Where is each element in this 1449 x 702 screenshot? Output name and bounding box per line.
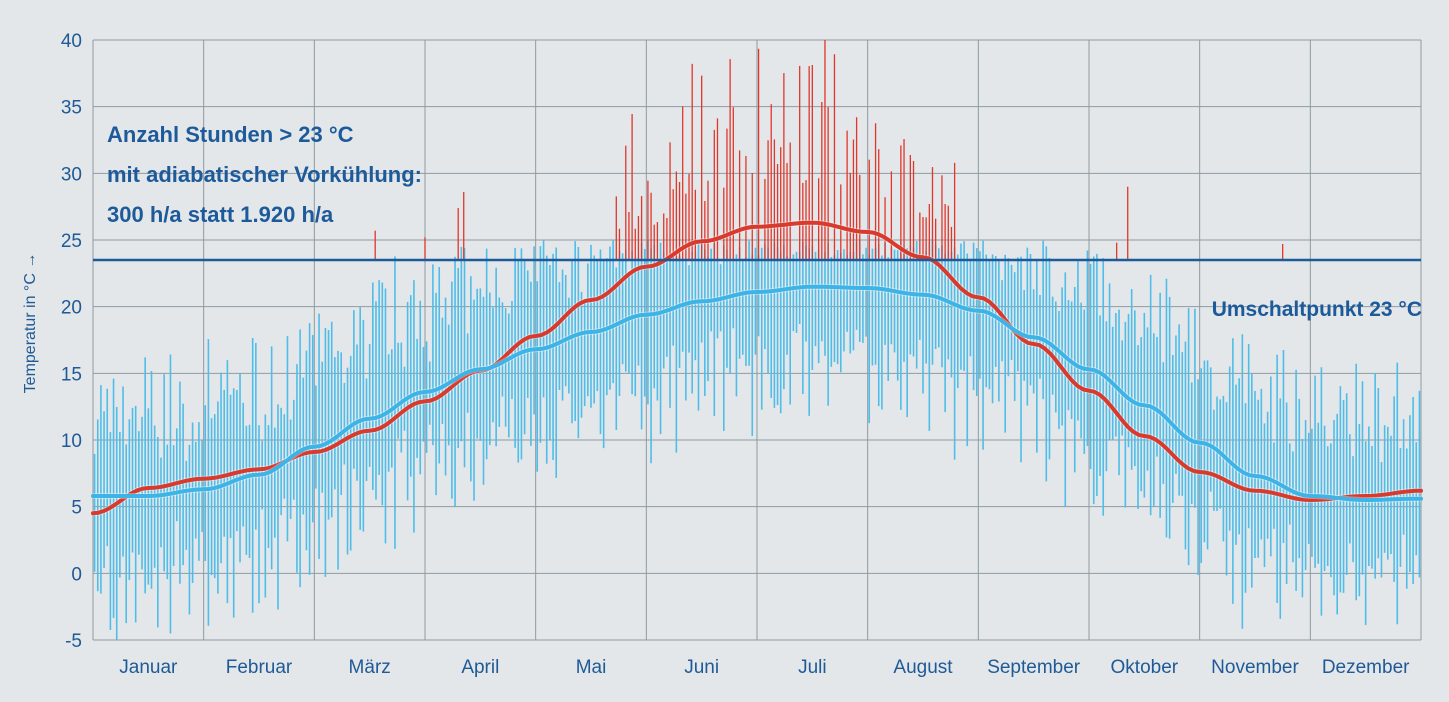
y-tick-label: 10 — [61, 431, 82, 452]
trend-lines — [91, 219, 1423, 517]
month-label: Oktober — [1111, 657, 1179, 678]
y-axis-label: Temperatur in °C → — [22, 253, 39, 394]
summary-line-1: Anzahl Stunden > 23 °C — [107, 122, 354, 147]
y-tick-label: 30 — [61, 164, 82, 185]
y-tick-label: -5 — [65, 631, 82, 652]
month-label: März — [349, 657, 391, 678]
month-label: Juni — [684, 657, 719, 678]
summary-line-3: 300 h/a statt 1.920 h/a — [107, 202, 334, 227]
y-tick-labels: -5 0 5 10 15 20 25 30 35 40 — [61, 31, 82, 652]
trend-line-red — [91, 220, 1423, 516]
y-tick-label: 0 — [71, 564, 82, 585]
month-label: Mai — [576, 657, 607, 678]
y-tick-label: 20 — [61, 298, 82, 319]
threshold-label: Umschaltpunkt 23 °C — [1212, 298, 1422, 321]
y-tick-label: 40 — [61, 31, 82, 52]
y-tick-label: 15 — [61, 364, 82, 385]
month-label: November — [1211, 657, 1299, 678]
y-tick-label: 5 — [71, 498, 82, 519]
summary-line-2: mit adiabatischer Vorkühlung: — [107, 162, 422, 187]
y-tick-label: 35 — [61, 98, 82, 119]
month-label: Juli — [798, 657, 827, 678]
month-label: Dezember — [1322, 657, 1410, 678]
month-label: Januar — [119, 657, 178, 678]
x-month-labels: Januar Februar März April Mai Juni Juli August S… — [119, 657, 1410, 678]
month-label: August — [893, 657, 953, 678]
trend-line-blue — [91, 284, 1423, 502]
month-label: Februar — [226, 657, 293, 678]
month-label: April — [461, 657, 499, 678]
y-tick-label: 25 — [61, 231, 82, 252]
grid — [92, 39, 1422, 641]
month-label: September — [987, 657, 1081, 678]
